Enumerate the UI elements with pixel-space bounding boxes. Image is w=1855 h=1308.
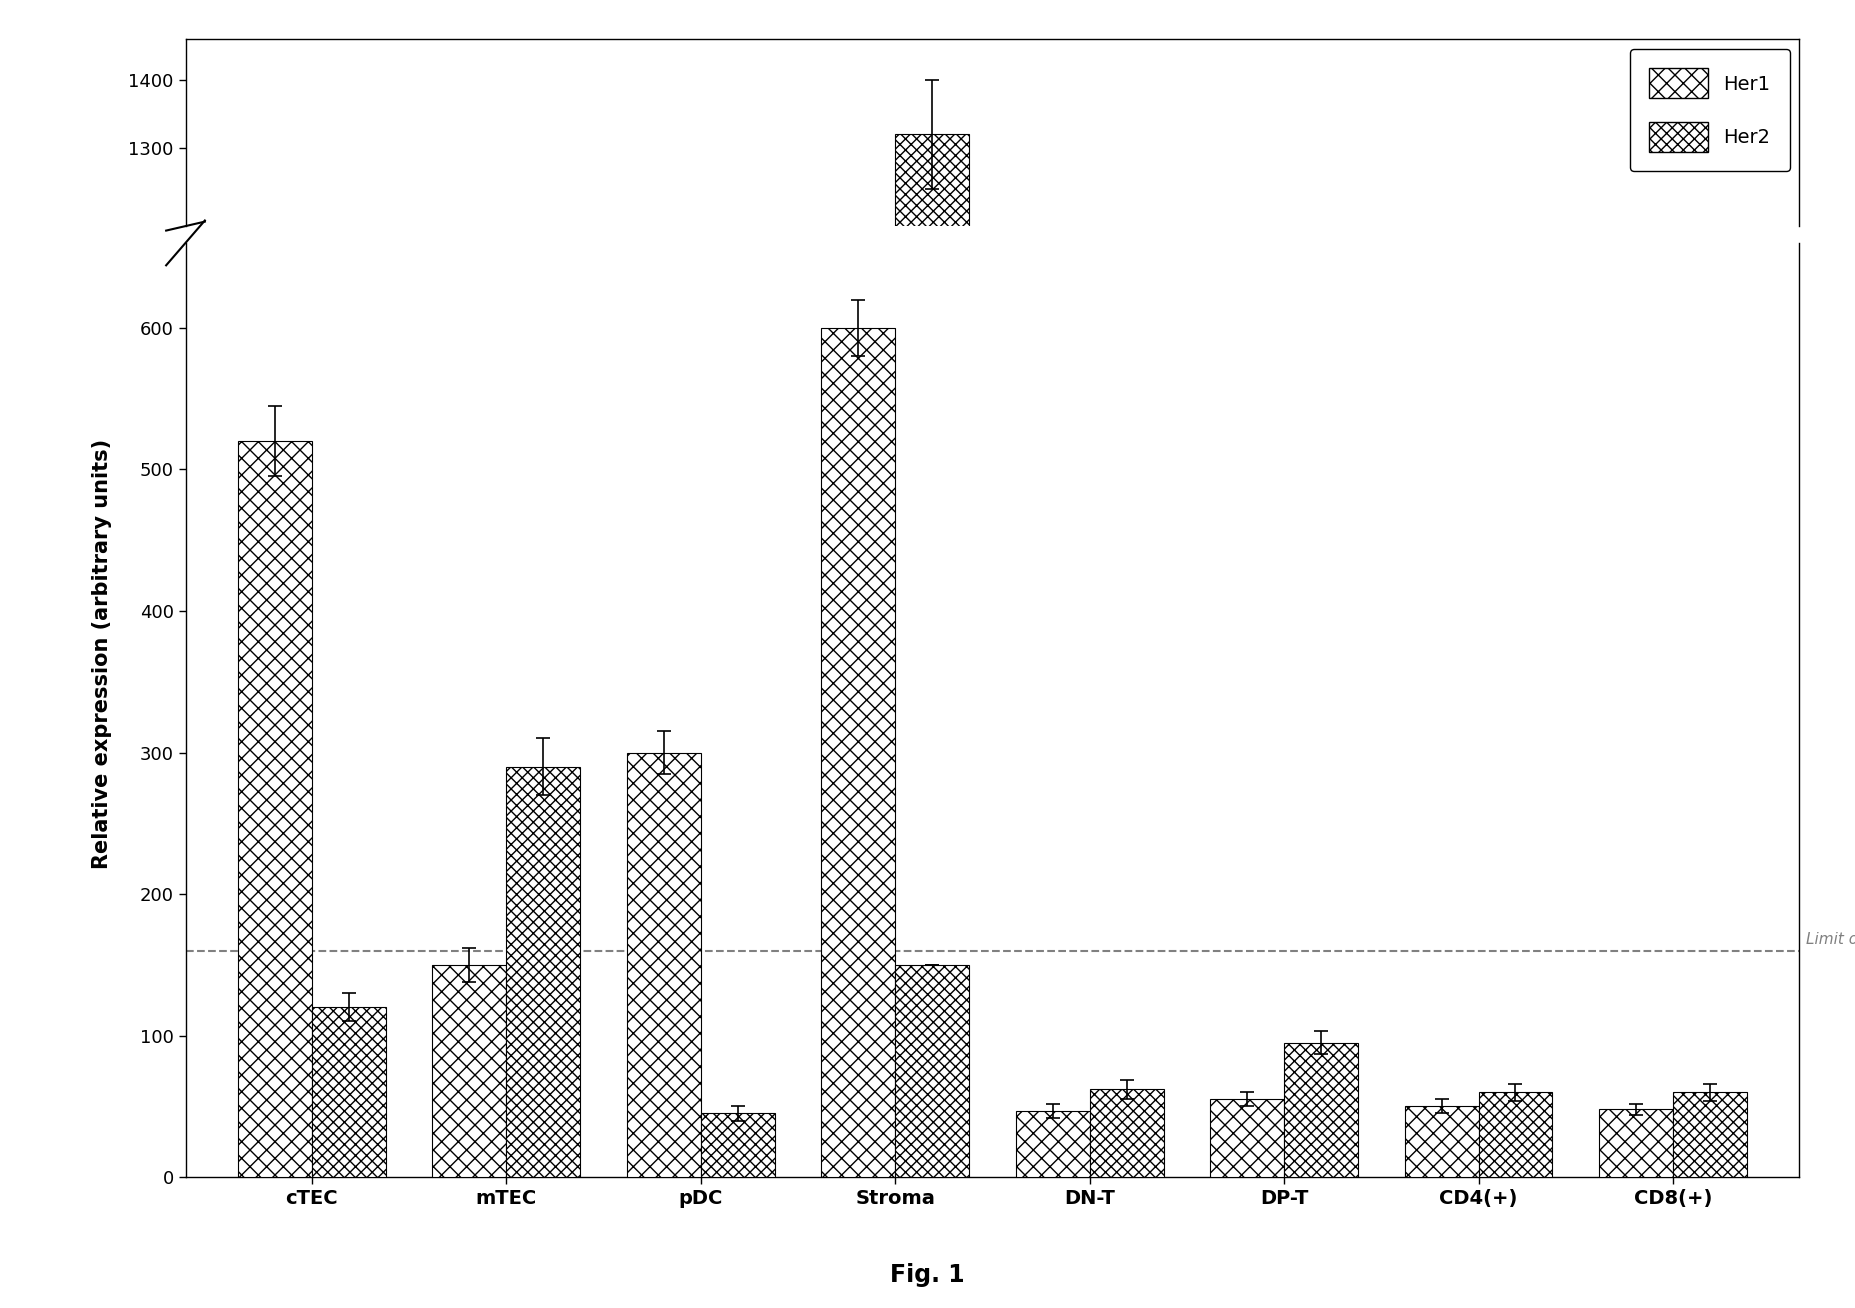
Legend: Her1, Her2: Her1, Her2 (1631, 48, 1790, 171)
Bar (822, 328, 896, 1177)
Text: Relative expression (arbitrary units): Relative expression (arbitrary units) (93, 439, 111, 869)
Text: Fig. 1: Fig. 1 (890, 1264, 965, 1287)
Bar (312, 1007, 386, 1177)
Text: Limit of detection: Limit of detection (1807, 931, 1855, 947)
Bar (1089, 1090, 1163, 1177)
Bar (896, 135, 968, 1031)
Bar (1017, 1110, 1089, 1177)
Bar (1599, 1109, 1673, 1177)
Bar (1478, 1092, 1553, 1177)
Bar (432, 965, 506, 1177)
Bar (237, 441, 312, 1177)
Bar (1673, 1092, 1747, 1177)
Bar (1209, 1099, 1284, 1177)
Bar (1284, 1042, 1358, 1177)
Bar (1404, 1107, 1478, 1177)
Bar (896, 965, 968, 1177)
Bar (701, 1113, 775, 1177)
Bar (506, 766, 581, 1177)
Bar (627, 752, 701, 1177)
